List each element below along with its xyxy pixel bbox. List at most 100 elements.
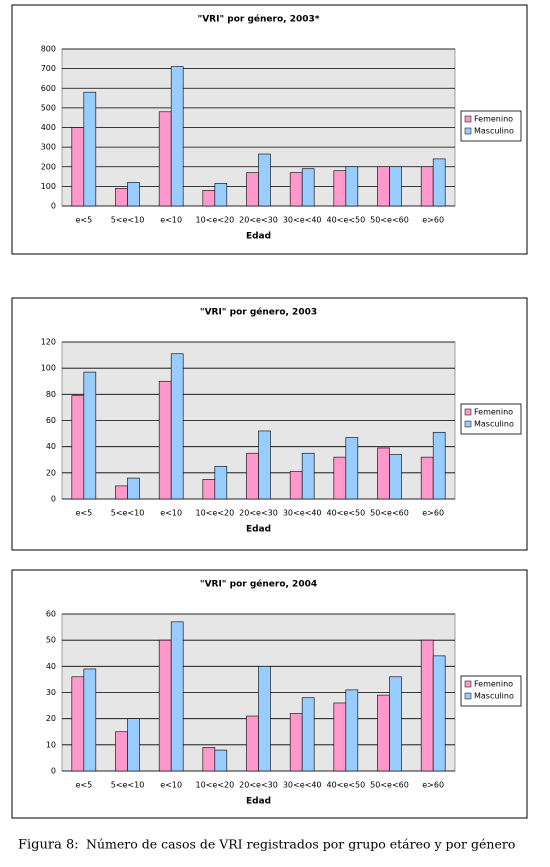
bar [420,456,434,500]
bar [158,380,172,500]
y-tick-label: 40 [46,662,56,671]
legend-swatch [464,127,472,135]
y-tick-label: 30 [46,688,56,697]
bar [202,190,216,207]
x-tick-label: e<5 [75,216,92,225]
y-tick-label: 800 [41,45,56,54]
bar [202,747,216,772]
y-tick-label: 500 [41,103,56,112]
bar [377,694,390,772]
x-tick-label: 30<e<40 [283,781,322,790]
bar [333,170,347,207]
bar [432,158,446,207]
y-tick-label: 60 [46,610,56,619]
bar [333,702,347,772]
y-tick-label: 20 [46,714,56,723]
x-tick-label: e<5 [75,509,92,518]
bar [345,166,359,207]
y-tick-label: 60 [46,416,56,425]
y-tick-label: 700 [41,64,56,73]
bar [246,452,259,500]
y-tick-label: 50 [46,636,56,645]
bar [127,718,140,772]
bar [83,91,97,207]
x-axis-label: Edad [246,525,271,535]
bar [246,715,259,772]
caption-label: Figura 8: [18,838,79,853]
bar [170,621,184,772]
bar [214,749,228,772]
chart-title: "VRI" por género, 2003* [198,14,320,25]
y-tick-label: 10 [46,740,56,749]
y-tick-label: 100 [41,182,56,191]
bar [432,655,446,772]
x-tick-label: e<10 [160,509,182,518]
x-tick-label: 20<e<30 [239,216,278,225]
bar [71,676,85,772]
x-tick-label: 5<e<10 [111,216,145,225]
bar [170,66,184,207]
x-tick-label: e>60 [422,509,444,518]
x-tick-label: 50<e<60 [370,781,409,790]
legend-label: Masculino [474,692,514,701]
y-tick-label: 100 [41,364,56,373]
bar [170,353,184,500]
x-tick-label: e>60 [422,216,444,225]
bar [115,188,128,207]
x-axis-label: Edad [246,232,271,242]
y-tick-label: 200 [41,162,56,171]
bar [158,639,172,772]
bar [258,430,271,500]
legend-swatch [464,680,472,688]
bar [71,395,85,500]
y-tick-label: 0 [51,495,56,504]
bar [214,183,228,207]
x-tick-label: 20<e<30 [239,781,278,790]
x-tick-label: e<5 [75,781,92,790]
bar [301,697,315,772]
bar [345,437,359,500]
bar [420,639,434,772]
legend-swatch [464,420,472,428]
y-tick-label: 400 [41,123,56,132]
legend-label: Masculino [474,127,514,136]
bar [333,456,347,500]
bar [289,713,303,772]
x-tick-label: e>60 [422,781,444,790]
x-tick-label: 30<e<40 [283,509,322,518]
bar [83,668,97,772]
bar [258,666,271,772]
y-tick-label: 40 [46,442,56,451]
bar [289,172,303,207]
x-tick-label: 40<e<50 [326,216,365,225]
bar [377,447,390,500]
x-axis-label: Edad [246,797,271,807]
bar [127,182,140,207]
legend-label: Femenino [474,408,513,417]
x-tick-label: e<10 [160,781,182,790]
bar [432,431,446,500]
bar [115,485,128,500]
legend-label: Masculino [474,420,514,429]
legend-swatch [464,692,472,700]
y-tick-label: 80 [46,390,56,399]
bar [115,731,128,772]
x-tick-label: 5<e<10 [111,509,145,518]
x-tick-label: 40<e<50 [326,781,365,790]
bar [377,166,390,207]
bar [345,689,359,772]
bar [420,166,434,207]
bar [389,166,402,207]
bar [389,454,402,500]
bar [389,676,402,772]
y-tick-label: 600 [41,84,56,93]
bar [71,127,85,207]
bar [202,479,216,500]
y-tick-label: 20 [46,468,56,477]
legend-label: Femenino [474,115,513,124]
x-tick-label: 30<e<40 [283,216,322,225]
bar [289,471,303,500]
bar [301,452,315,500]
y-tick-label: 0 [51,202,56,211]
y-tick-label: 300 [41,143,56,152]
